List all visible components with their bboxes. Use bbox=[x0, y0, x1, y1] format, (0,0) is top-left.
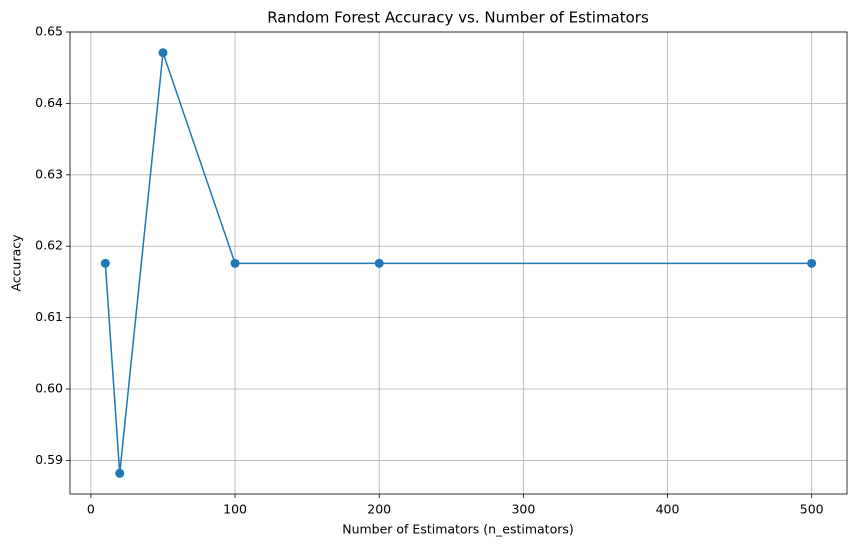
y-tick-label: 0.64 bbox=[35, 95, 63, 110]
x-tick-label: 0 bbox=[87, 502, 95, 517]
data-line bbox=[104, 52, 812, 474]
data-point bbox=[100, 258, 110, 268]
y-tick-label: 0.62 bbox=[35, 238, 63, 253]
y-tick-label: 0.63 bbox=[35, 166, 63, 181]
y-tick-label: 0.59 bbox=[35, 452, 63, 467]
y-tick-label: 0.60 bbox=[35, 381, 63, 396]
data-point bbox=[374, 258, 384, 268]
data-point bbox=[158, 48, 168, 58]
chart-title: Random Forest Accuracy vs. Number of Est… bbox=[267, 9, 649, 27]
x-axis-label: Number of Estimators (n_estimators) bbox=[342, 522, 574, 537]
y-axis-label: Accuracy bbox=[9, 234, 24, 292]
data-point bbox=[230, 258, 240, 268]
data-point bbox=[115, 468, 125, 478]
x-tick-label: 400 bbox=[656, 502, 680, 517]
plot-frame bbox=[69, 31, 848, 495]
x-tick-label: 200 bbox=[367, 502, 391, 517]
y-tick-label: 0.65 bbox=[35, 24, 63, 39]
y-tick-label: 0.61 bbox=[35, 309, 63, 324]
data-point bbox=[807, 258, 817, 268]
x-tick-label: 500 bbox=[800, 502, 824, 517]
x-tick-label: 100 bbox=[223, 502, 247, 517]
x-tick-label: 300 bbox=[511, 502, 535, 517]
